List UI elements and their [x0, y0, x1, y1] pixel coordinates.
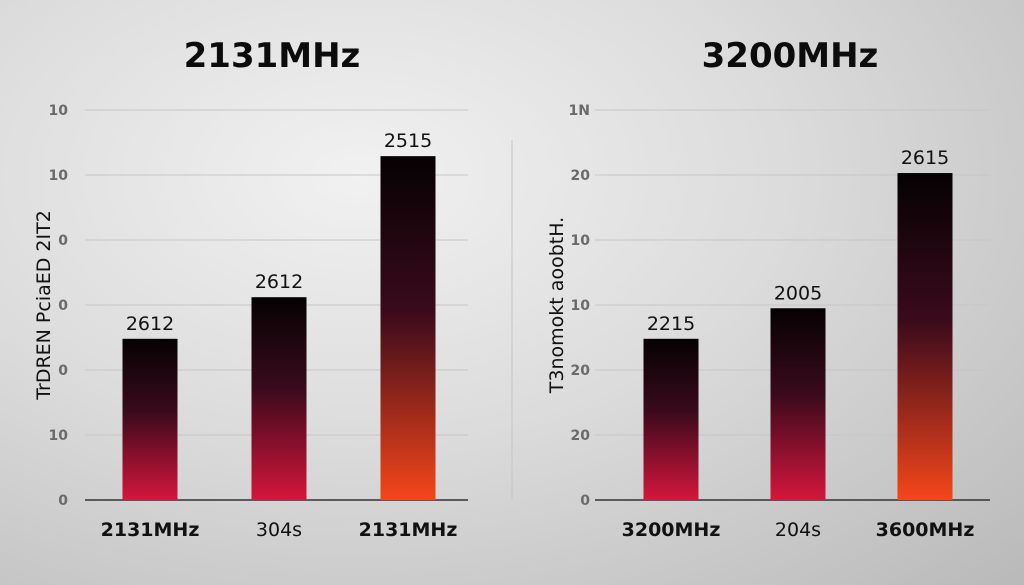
bar [643, 338, 699, 500]
y-axis-label: TrDREN PciaED 2IT2 [33, 210, 55, 401]
x-tick-label: 304s [256, 519, 302, 541]
y-tick-label: 10 [49, 103, 69, 119]
y-tick-label: 0 [58, 233, 68, 249]
y-tick-label: 10 [571, 298, 591, 314]
bar [770, 308, 826, 500]
data-label: 2515 [384, 130, 432, 152]
chart-title: 3200MHz [702, 36, 879, 76]
x-tick-label: 204s [775, 519, 821, 541]
x-tick-label: 2131MHz [359, 519, 458, 541]
y-axis-label: T3nomokt aoobtH. [546, 217, 568, 394]
bar [122, 338, 178, 500]
bar [897, 173, 953, 501]
y-tick-label: 20 [571, 363, 591, 379]
data-label: 2615 [901, 147, 949, 169]
y-tick-label: 0 [580, 493, 590, 509]
data-label: 2612 [255, 271, 303, 293]
x-tick-label: 3600MHz [876, 519, 975, 541]
y-tick-label: 0 [58, 363, 68, 379]
data-label: 2215 [647, 313, 695, 335]
x-tick-label: 2131MHz [101, 519, 200, 541]
chart-panel-2: 3200MHz 0 20 20 10 10 20 1N T3nomokt aoobtH. 2215… [546, 36, 990, 541]
y-tick-label: 10 [49, 428, 69, 444]
data-label: 2612 [126, 313, 174, 335]
bar [380, 156, 436, 500]
chart-panel-1: 2131MHz 0 10 0 0 0 10 10 TrDREN PciaED 2IT2 2612 2… [33, 36, 468, 541]
y-tick-label: 10 [571, 233, 591, 249]
y-tick-label: 0 [58, 298, 68, 314]
x-tick-label: 3200MHz [622, 519, 721, 541]
data-label: 2005 [774, 282, 822, 304]
y-tick-label: 20 [571, 428, 591, 444]
y-tick-label: 20 [571, 168, 591, 184]
chart-title: 2131MHz [184, 36, 361, 76]
y-tick-label: 1N [569, 103, 590, 119]
bar [251, 297, 307, 500]
y-tick-label: 0 [58, 493, 68, 509]
y-tick-label: 10 [49, 168, 69, 184]
